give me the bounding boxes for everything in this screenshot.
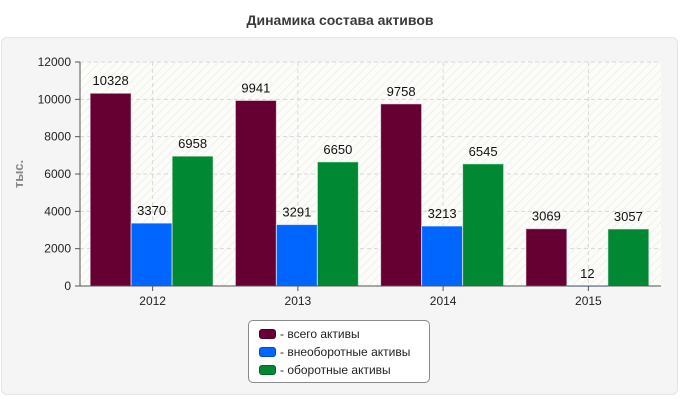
bar-total-2013[interactable] bbox=[234, 99, 277, 287]
legend-label: - всего активы bbox=[280, 327, 360, 341]
data-label: 3291 bbox=[282, 205, 311, 220]
y-axis-label: тыс. bbox=[11, 160, 26, 188]
bar-current-2015[interactable] bbox=[607, 228, 650, 287]
legend-swatch bbox=[259, 347, 276, 357]
bar-total-2014[interactable] bbox=[380, 103, 423, 287]
bar-total-2015[interactable] bbox=[525, 228, 568, 287]
data-label: 3069 bbox=[532, 209, 561, 224]
data-label: 9941 bbox=[241, 80, 270, 95]
legend-item-current-assets[interactable]: - оборотные активы bbox=[259, 361, 429, 379]
data-label: 6545 bbox=[469, 144, 498, 159]
bar-current-2013[interactable] bbox=[316, 161, 359, 287]
bar-current-2014[interactable] bbox=[462, 163, 505, 287]
bar-noncurrent-2014[interactable] bbox=[421, 225, 464, 287]
data-label: 12 bbox=[580, 266, 594, 281]
x-tick-label: 2015 bbox=[575, 294, 602, 308]
data-label: 3213 bbox=[428, 206, 457, 221]
legend: - всего активы - внеоборотные активы - о… bbox=[248, 320, 430, 383]
x-tick-label: 2013 bbox=[285, 294, 312, 308]
y-tick-label: 2000 bbox=[44, 242, 71, 256]
legend-swatch bbox=[259, 365, 276, 375]
bar-noncurrent-2012[interactable] bbox=[130, 222, 173, 287]
y-tick-label: 4000 bbox=[44, 204, 71, 218]
data-label: 6958 bbox=[178, 136, 207, 151]
chart-title: Динамика состава активов bbox=[246, 12, 434, 28]
legend-swatch bbox=[259, 329, 276, 339]
data-label: 3057 bbox=[614, 209, 643, 224]
y-tick-label: 12000 bbox=[38, 55, 72, 69]
bar-total-2012[interactable] bbox=[89, 92, 132, 287]
x-tick-label: 2012 bbox=[139, 294, 166, 308]
legend-item-total-assets[interactable]: - всего активы bbox=[259, 325, 429, 343]
data-label: 3370 bbox=[137, 203, 166, 218]
bar-noncurrent-2013[interactable] bbox=[275, 224, 318, 287]
x-tick-label: 2014 bbox=[430, 294, 457, 308]
data-label: 6650 bbox=[323, 142, 352, 157]
legend-label: - внеоборотные активы bbox=[280, 345, 411, 359]
bar-current-2012[interactable] bbox=[171, 155, 214, 287]
y-tick-label: 8000 bbox=[44, 130, 71, 144]
y-tick-label: 6000 bbox=[44, 167, 71, 181]
data-label: 9758 bbox=[387, 84, 416, 99]
data-label: 10328 bbox=[93, 73, 129, 88]
legend-label: - оборотные активы bbox=[280, 363, 391, 377]
y-tick-label: 10000 bbox=[38, 92, 72, 106]
y-tick-label: 0 bbox=[64, 279, 71, 293]
legend-item-noncurrent-assets[interactable]: - внеоборотные активы bbox=[259, 343, 429, 361]
